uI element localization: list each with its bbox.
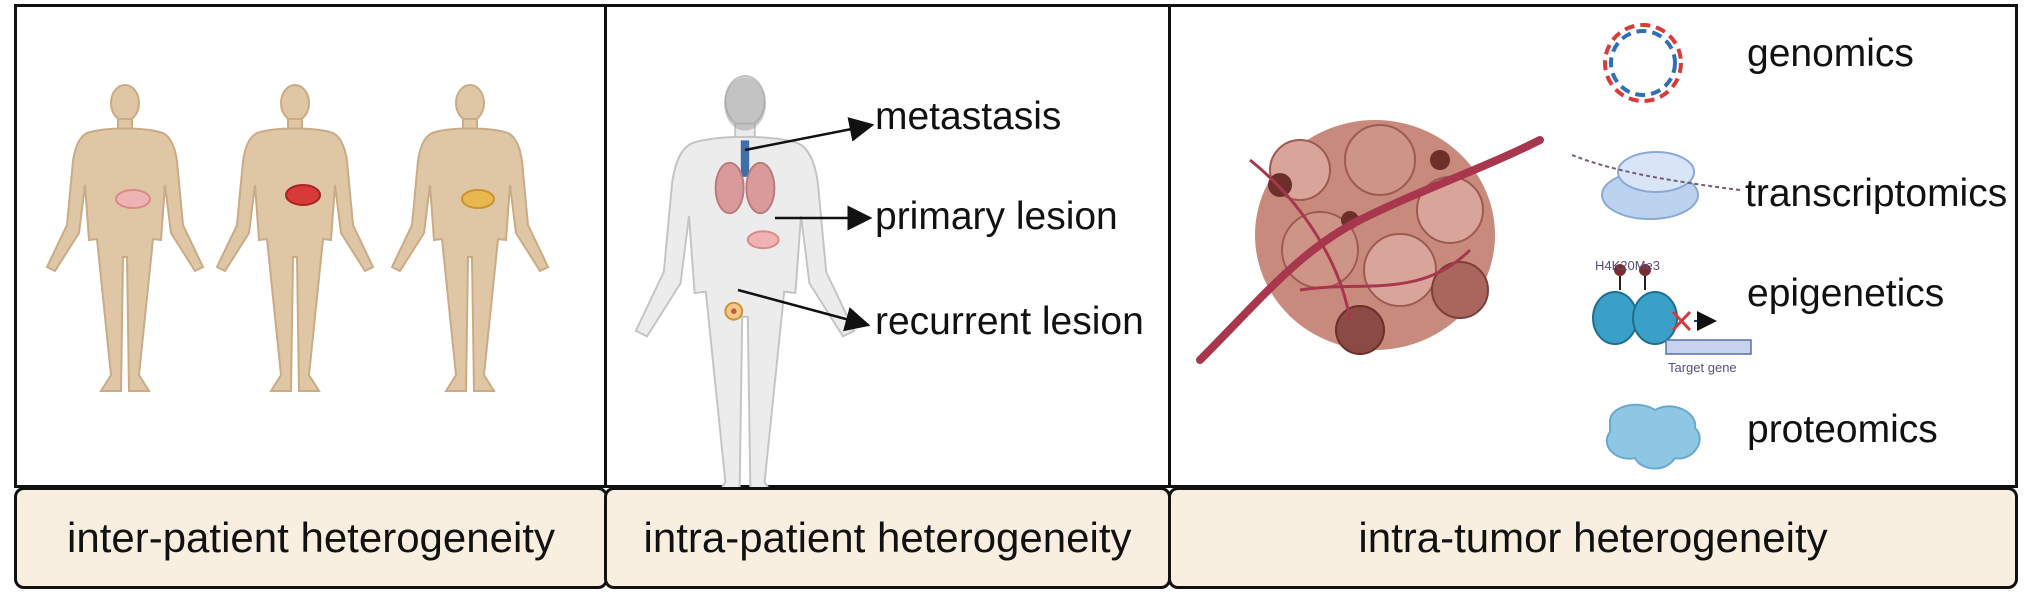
patient-figure-3 [391,84,549,392]
label-recurrent-lesion: recurrent lesion [875,300,1144,343]
nucleosome-icon [1592,264,1752,355]
arrow-recurrent [737,288,871,332]
label-epigenetics: epigenetics [1747,272,1945,315]
tumor-mass [1196,120,1544,364]
organ-pink [115,189,151,209]
protein-icon [1605,403,1701,470]
organ-yellow [461,189,495,209]
patient-figure-gray [634,75,856,506]
label-target-gene: Target gene [1668,360,1737,375]
lung-left [714,161,745,215]
caption-intra-tumor: intra-tumor heterogeneity [1168,487,2018,589]
label-transcriptomics: transcriptomics [1745,172,2008,215]
caption-inter-patient: inter-patient heterogeneity [14,487,608,589]
label-genomics: genomics [1747,32,1914,75]
patient-figure-2 [216,84,374,392]
dna-ring-icon [1603,23,1683,103]
label-h4k20me3: H4K20Me3 [1595,258,1661,273]
label-metastasis: metastasis [875,95,1062,138]
label-primary-lesion: primary lesion [875,195,1118,238]
caption-intra-patient: intra-patient heterogeneity [604,487,1171,589]
arrow-metastasis [744,117,875,152]
patient-figure-1 [46,84,204,392]
blood-vessel [1196,136,1544,364]
ribosome-icon [1571,151,1741,220]
primary-organ [746,230,780,250]
lung-right [745,161,776,215]
label-proteomics: proteomics [1747,408,1938,451]
organ-red [285,184,321,206]
